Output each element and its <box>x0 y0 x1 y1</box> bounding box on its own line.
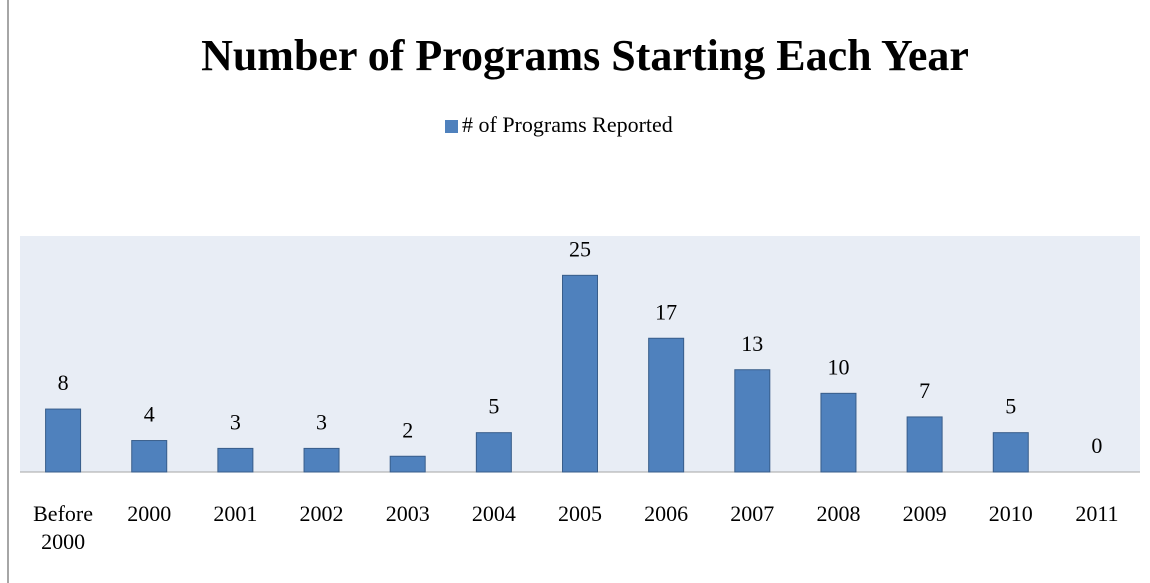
x-tick-label: 2000 <box>127 501 172 526</box>
bar <box>820 392 857 473</box>
bar <box>389 455 426 473</box>
data-label: 0 <box>1091 433 1102 458</box>
data-label: 3 <box>316 409 327 434</box>
bar <box>992 432 1029 473</box>
bar <box>131 440 168 473</box>
data-label: 5 <box>1005 394 1016 419</box>
x-tick-label: 2011 <box>1075 501 1119 526</box>
x-tick-label: 2008 <box>816 501 861 526</box>
data-label: 25 <box>569 236 591 261</box>
data-label: 10 <box>827 354 849 379</box>
data-label: 7 <box>919 378 930 403</box>
x-tick-label: 2005 <box>558 501 602 526</box>
data-label: 5 <box>488 394 499 419</box>
data-label: 8 <box>58 370 69 395</box>
x-tick-label: 2010 <box>988 501 1033 526</box>
bar <box>217 447 254 473</box>
chart-title: Number of Programs Starting Each Year <box>201 31 969 80</box>
x-tick-label: 2006 <box>644 501 689 526</box>
x-tick-label: Before 2000 <box>33 501 93 554</box>
data-label: 17 <box>655 299 677 324</box>
bar <box>45 408 82 473</box>
bar <box>906 416 943 473</box>
x-tick-label: 2003 <box>385 501 430 526</box>
bar <box>648 337 685 473</box>
x-tick-label: 2004 <box>471 501 516 526</box>
bar <box>303 447 340 473</box>
data-label: 4 <box>144 402 155 427</box>
data-label: 13 <box>741 331 763 356</box>
x-tick-label: 2002 <box>299 501 344 526</box>
legend-swatch <box>445 120 458 133</box>
bar <box>734 369 771 473</box>
data-label: 2 <box>402 417 413 442</box>
x-tick-label: 2009 <box>902 501 947 526</box>
data-label: 3 <box>230 409 241 434</box>
bar <box>562 274 598 473</box>
x-tick-label: 2007 <box>730 501 775 526</box>
legend-label: # of Programs Reported <box>462 112 673 137</box>
x-tick-label: 2001 <box>213 501 258 526</box>
bar <box>475 432 512 473</box>
